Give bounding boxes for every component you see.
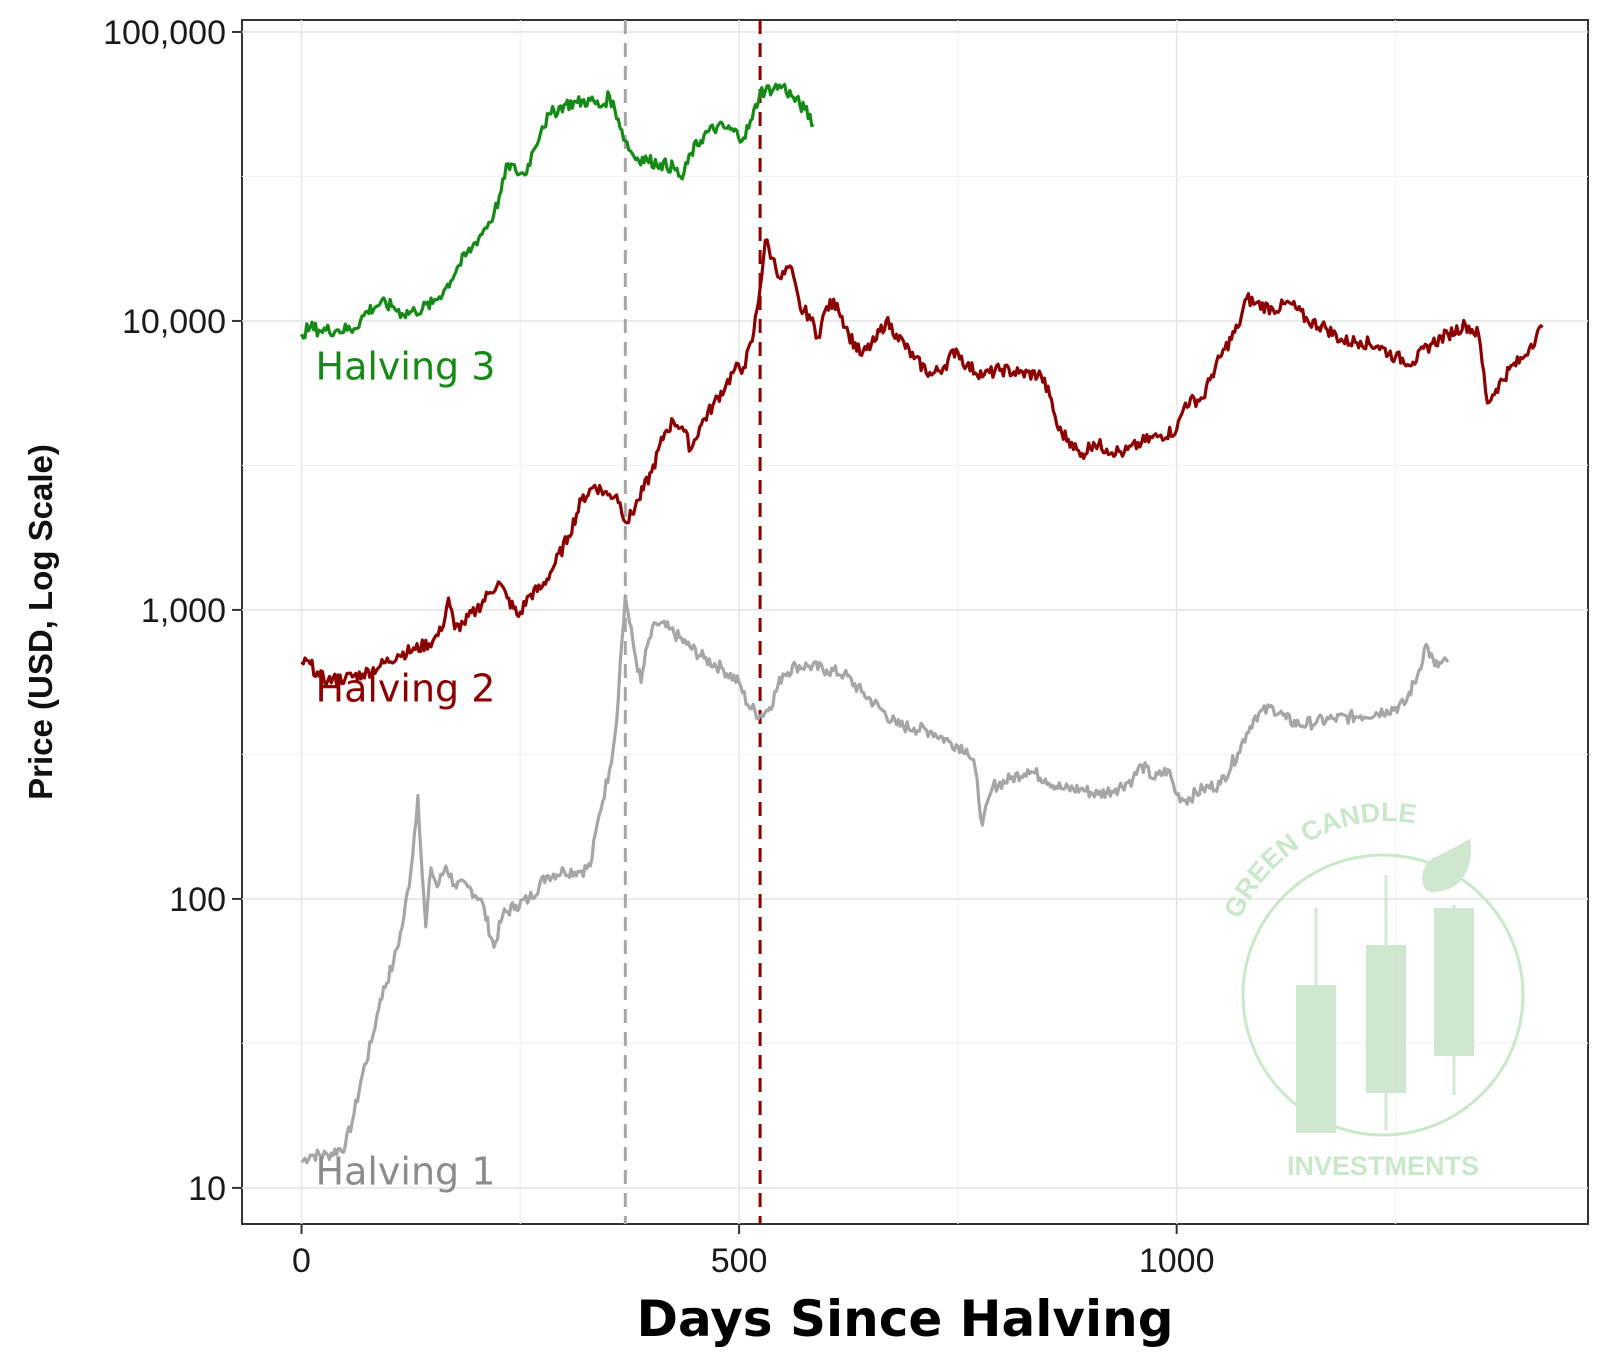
series-line-halving-3 (300, 82, 815, 340)
series-label-halving-3: Halving 3 (316, 345, 496, 389)
y-tick-label: 100,000 (103, 14, 226, 52)
candle-2-body (1366, 945, 1406, 1093)
watermark-bottom-text: INVESTMENTS (1287, 1151, 1479, 1181)
series-line-halving-1 (300, 594, 1450, 1165)
series-labels: Halving 1 Halving 2 Halving 3 (316, 345, 496, 1194)
flame-leaf-icon (1422, 838, 1472, 892)
series-label-halving-2: Halving 2 (316, 666, 496, 710)
series-line-halving-2 (300, 238, 1544, 687)
series-lines (300, 82, 1544, 1165)
x-axis-title: Days Since Halving (636, 1290, 1173, 1348)
y-tick-label: 10,000 (122, 303, 226, 341)
axes: 10 100 1,000 10,000 100,000 0 500 1000 (103, 14, 1214, 1280)
grid (242, 20, 1588, 1224)
x-tick-label: 500 (711, 1242, 768, 1280)
y-tick-label: 10 (188, 1170, 226, 1208)
y-tick-label: 1,000 (141, 592, 226, 630)
x-tick-label: 1000 (1139, 1242, 1215, 1280)
y-tick-label: 100 (169, 881, 226, 919)
watermark-ring (1241, 853, 1525, 1137)
x-tick-label: 0 (292, 1242, 311, 1280)
halving-peak-markers (623, 20, 762, 1224)
candle-3-body (1434, 908, 1474, 1056)
candle-1-body (1296, 985, 1336, 1133)
series-label-halving-1: Halving 1 (316, 1149, 496, 1193)
y-axis-title: Price (USD, Log Scale) (22, 444, 59, 800)
